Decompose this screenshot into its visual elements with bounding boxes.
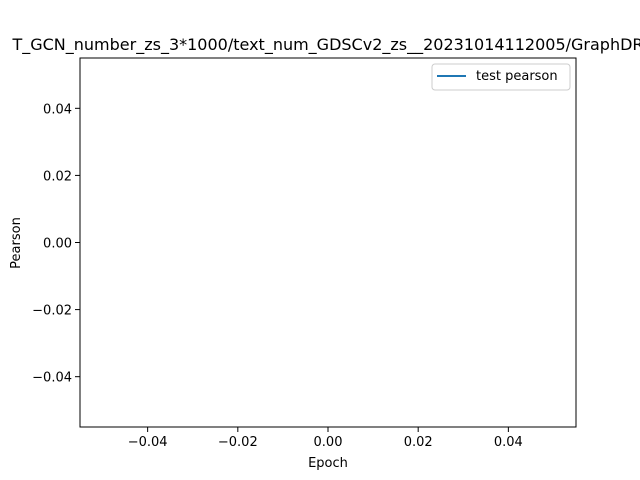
chart-title: T_GCN_number_zs_3*1000/text_num_GDSCv2_z… [11, 35, 640, 55]
y-tick-label: −0.02 [32, 304, 72, 319]
x-tick-label: −0.02 [218, 435, 258, 450]
legend-entry-label: test pearson [476, 69, 558, 84]
x-tick-label: 0.02 [404, 435, 433, 450]
x-axis-label: Epoch [308, 456, 348, 471]
x-tick-label: 0.04 [494, 435, 523, 450]
x-tick-label: −0.04 [128, 435, 168, 450]
x-tick-label: 0.00 [314, 435, 343, 450]
legend: test pearson [431, 63, 571, 91]
x-axis-ticks: −0.04 −0.02 0.00 0.02 0.04 [128, 427, 523, 450]
y-tick-label: −0.04 [32, 371, 72, 386]
y-tick-label: 0.00 [43, 237, 72, 252]
plot-area [79, 57, 577, 428]
y-axis-label: Pearson [9, 217, 24, 269]
y-tick-label: 0.02 [43, 169, 72, 184]
y-tick-label: 0.04 [43, 102, 72, 117]
y-axis-ticks: −0.04 −0.02 0.00 0.02 0.04 [32, 102, 80, 386]
legend-box [431, 63, 571, 91]
